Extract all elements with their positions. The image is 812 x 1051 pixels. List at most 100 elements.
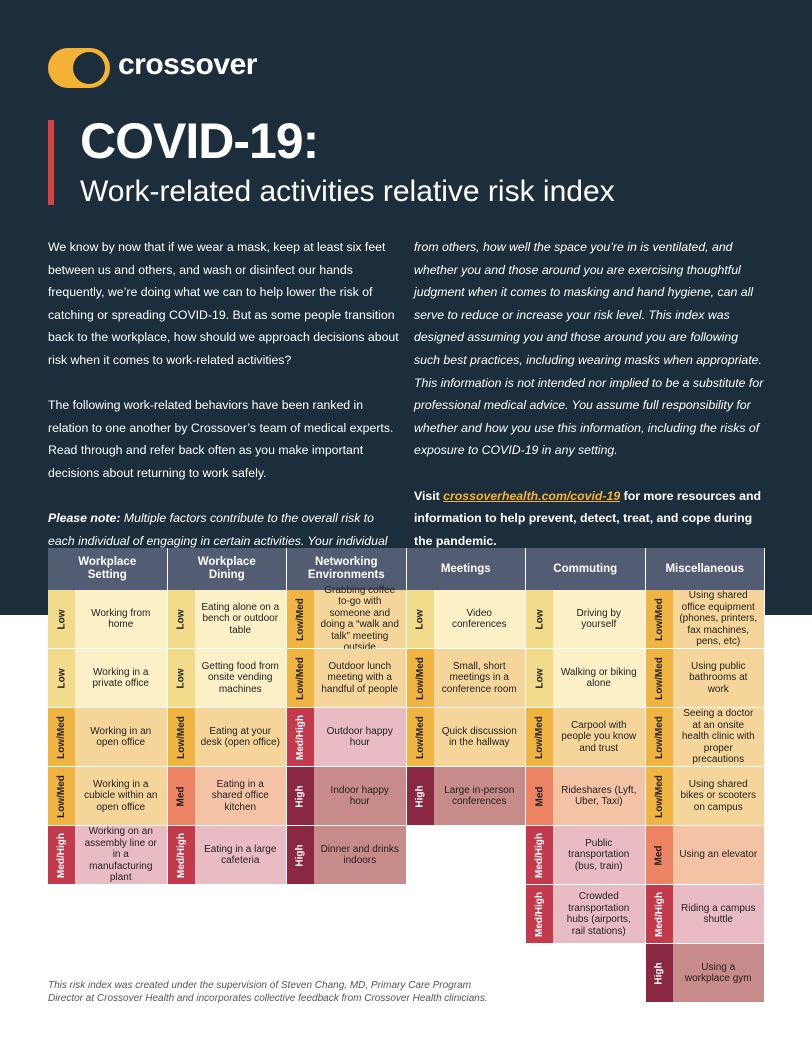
activity: Working in a cubicle within an open offi… (75, 767, 167, 825)
activity: Working on an assembly line or in a manu… (75, 826, 167, 884)
column-header: Workplace Setting (48, 548, 168, 590)
risk-strip: High (645, 944, 673, 1002)
risk-label: Low/Med (414, 715, 426, 759)
risk-strip: Low/Med (287, 649, 314, 707)
activity: Using shared office equipment (phones, p… (672, 590, 764, 648)
activity: Grabbing coffee to-go with someone and d… (314, 585, 406, 653)
risk-label: Med (653, 845, 665, 865)
risk-strip: Low/Med (406, 649, 434, 707)
activity: Rideshares (Lyft, Uber, Taxi) (553, 767, 645, 825)
activity: Large in-person conferences (433, 767, 525, 825)
risk-strip: Med/High (167, 826, 195, 884)
risk-label: Med (534, 786, 545, 806)
activity: Indoor happy hour (314, 767, 406, 825)
activity: Riding a campus shuttle (672, 885, 764, 943)
logo (48, 48, 110, 88)
activity: Eating in a shared office kitchen (194, 767, 286, 825)
activity: Driving by yourself (553, 590, 645, 648)
risk-strip: Low (167, 590, 195, 648)
activity: Eating in a large cafeteria (194, 826, 286, 884)
activity: Video conferences (433, 590, 525, 648)
paragraph: We know by now that if we wear a mask, k… (48, 240, 399, 367)
risk-label: Low/Med (653, 774, 665, 818)
risk-label: Med/High (295, 714, 306, 760)
risk-label: High (295, 843, 306, 867)
risk-label: Low/Med (295, 656, 306, 700)
risk-cell: Med Eating in a shared office kitchen (167, 767, 287, 826)
risk-label: Med/High (56, 832, 67, 878)
risk-cell: Low/Med Working in an open office (48, 708, 168, 767)
activity: Getting food from onsite vending machine… (194, 649, 286, 707)
risk-strip: Med/High (526, 885, 553, 943)
risk-strip: Low/Med (645, 767, 673, 825)
risk-strip: Med/High (287, 708, 314, 766)
subtitle: Work-related activities relative risk in… (80, 175, 615, 208)
activity: Working in an open office (75, 708, 167, 766)
risk-strip: Low (406, 590, 434, 648)
risk-strip: Med/High (526, 826, 553, 884)
risk-label: Low (56, 668, 67, 688)
column-header: Miscellaneous (645, 548, 765, 590)
risk-strip: Med (526, 767, 553, 825)
risk-strip: Med (167, 767, 195, 825)
risk-strip: Low/Med (287, 590, 314, 648)
visit-text: Visit (414, 488, 444, 503)
risk-cell: Med/High Crowded transportation hubs (air… (526, 885, 646, 944)
risk-strip: Low (526, 649, 553, 707)
visit: Visit crossoverhealth.com/covid-19 for m… (414, 485, 764, 553)
activity: Public transportation (bus, train) (553, 826, 645, 884)
risk-cell: Low Working in a private office (48, 649, 168, 708)
risk-label: Med/High (534, 891, 545, 937)
risk-strip: Low/Med (406, 708, 434, 766)
activity: Using public bathrooms at work (672, 649, 764, 707)
risk-cell: Med/High Working on an assembly line or i… (48, 826, 168, 885)
risk-strip: Low/Med (48, 708, 75, 766)
risk-cell: Low Eating alone on a bench or outdoor ta… (167, 590, 287, 649)
risk-label: Med (175, 786, 187, 806)
risk-strip: Low/Med (526, 708, 553, 766)
risk-label: Low (414, 609, 426, 629)
risk-strip: Low/Med (645, 649, 673, 707)
risk-strip: Med/High (48, 826, 75, 884)
column-header: Meetings (406, 548, 526, 590)
risk-cell: Low Working from home (48, 590, 168, 649)
risk-cell: Low/Med Using public bathrooms at work (645, 649, 765, 708)
activity: Eating at your desk (open office) (194, 708, 286, 766)
title: COVID-19: (80, 113, 319, 169)
risk-cell: Low/Med Eating at your desk (open office) (167, 708, 287, 767)
risk-cell: Low/Med Grabbing coffee to-go with someon… (287, 585, 407, 653)
brand: crossover (118, 48, 257, 81)
visit-link[interactable]: crossoverhealth.com/covid-19 (443, 488, 621, 503)
risk-cell: Low/Med Seeing a doctor at an onsite heal… (645, 708, 765, 767)
risk-label: Med/High (653, 891, 665, 937)
activity: Quick discussion in the hallway (433, 708, 525, 766)
risk-cell: Med/High Eating in a large cafeteria (167, 826, 287, 885)
intro-right: from others, how well the space you’re i… (414, 236, 764, 575)
activity: Outdoor lunch meeting with a handful of … (314, 649, 406, 707)
risk-strip: Low/Med (48, 767, 75, 825)
risk-label: Low/Med (295, 597, 306, 641)
accent-bar (48, 120, 54, 205)
risk-cell: Med/High Riding a campus shuttle (645, 885, 765, 944)
risk-cell: Med Rideshares (Lyft, Uber, Taxi) (526, 767, 646, 826)
risk-cell: Med Using an elevator (645, 826, 765, 885)
risk-label: Low/Med (414, 656, 426, 700)
risk-strip: Low/Med (645, 590, 673, 648)
risk-cell: Low Walking or biking alone (526, 649, 646, 708)
activity: Crowded transportation hubs (airports, r… (553, 885, 645, 943)
activity: Seeing a doctor at an onsite health clin… (672, 708, 764, 766)
risk-cell: Low Getting food from onsite vending mach… (167, 649, 287, 708)
risk-strip: High (406, 767, 434, 825)
risk-label: Low (175, 609, 187, 629)
risk-label: Low (175, 668, 187, 688)
activity: Using a workplace gym (672, 944, 764, 1002)
risk-strip: Low (48, 649, 75, 707)
risk-label: Low (534, 609, 545, 629)
risk-label: Low/Med (56, 715, 67, 759)
activity: Eating alone on a bench or outdoor table (194, 590, 286, 648)
risk-label: Low/Med (175, 715, 187, 759)
risk-label: High (653, 961, 665, 985)
note-label: Please note: (48, 511, 121, 526)
activity: Walking or biking alone (553, 649, 645, 707)
